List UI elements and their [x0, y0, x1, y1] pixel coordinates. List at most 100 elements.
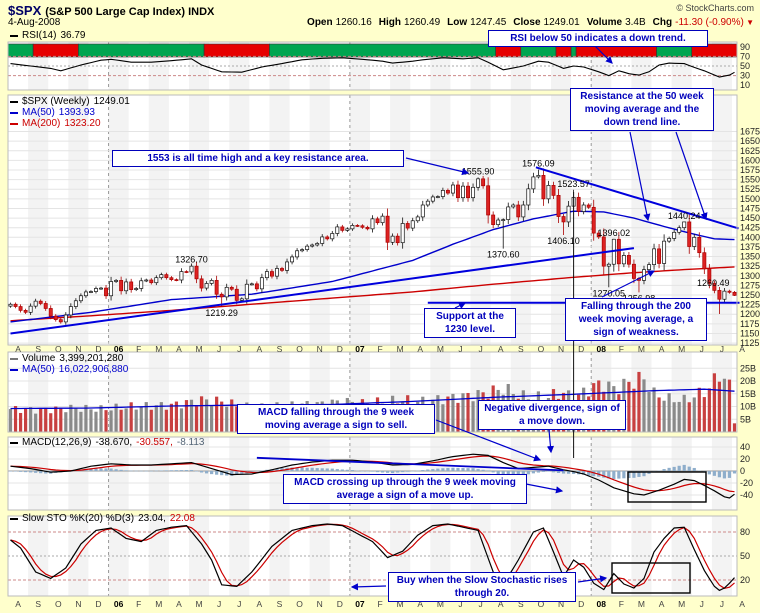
- stoch-legend: Slow STO %K(20) %D(3) 23.04, 22.08: [10, 514, 195, 524]
- svg-text:M: M: [397, 599, 404, 609]
- svg-text:D: D: [95, 344, 101, 354]
- ma50-label: MA(50): [22, 107, 55, 118]
- rsi-swatch-icon: [10, 35, 18, 37]
- svg-text:30: 30: [740, 71, 750, 81]
- macd-divergence-trendline: [256, 456, 564, 472]
- svg-text:A: A: [417, 599, 423, 609]
- svg-text:1450: 1450: [740, 213, 760, 223]
- price-swatch-icon: [10, 101, 18, 103]
- macd-swatch-icon: [10, 442, 18, 444]
- svg-text:D: D: [337, 344, 343, 354]
- svg-text:1555.90: 1555.90: [462, 166, 495, 176]
- svg-text:10: 10: [740, 80, 750, 90]
- svg-text:1475: 1475: [740, 203, 760, 213]
- macd-signal-value: -30.557,: [136, 437, 173, 448]
- macd-histogram: [8, 464, 737, 480]
- note-macd-buy: MACD crossing up through the 9 week movi…: [283, 474, 527, 504]
- volume-ma-line: [10, 388, 735, 410]
- month-axis-middle: A S O N D 06 F M A M J J A S O N D 07 F M A M J J A S O N D 08 F M A M J J A: [15, 344, 745, 354]
- svg-text:50: 50: [740, 551, 750, 561]
- svg-text:1219.29: 1219.29: [205, 308, 238, 318]
- volume-label: Volume: [22, 353, 56, 364]
- price-label: $SPX (Weekly): [22, 96, 90, 107]
- price-value: 1249.01: [93, 96, 130, 107]
- macd-hist-value: -8.113: [176, 437, 205, 448]
- quote-value-volume: 3.4B: [625, 17, 646, 28]
- svg-text:1375: 1375: [740, 242, 760, 252]
- quote-value-close: 1249.01: [543, 17, 580, 28]
- svg-text:M: M: [196, 344, 203, 354]
- svg-text:O: O: [296, 344, 303, 354]
- stoch-d-line: [10, 523, 735, 589]
- ticker-symbol: $SPX: [8, 3, 42, 18]
- copyright: © StockCharts.com: [676, 3, 754, 13]
- svg-text:A: A: [176, 599, 182, 609]
- svg-text:S: S: [35, 344, 41, 354]
- svg-text:1523.57: 1523.57: [557, 179, 590, 189]
- svg-text:D: D: [95, 599, 101, 609]
- svg-text:A: A: [498, 344, 504, 354]
- svg-text:70: 70: [740, 51, 750, 61]
- svg-text:S: S: [518, 344, 524, 354]
- svg-text:J: J: [478, 344, 482, 354]
- svg-text:20: 20: [740, 575, 750, 585]
- svg-text:07: 07: [355, 344, 365, 354]
- quote-value-open: 1260.16: [335, 17, 372, 28]
- svg-text:J: J: [217, 344, 221, 354]
- svg-text:1225: 1225: [740, 300, 760, 310]
- svg-text:1576.09: 1576.09: [522, 159, 555, 169]
- svg-text:M: M: [397, 344, 404, 354]
- svg-text:M: M: [196, 599, 203, 609]
- volume-ma-value: 16,022,906,880: [58, 364, 129, 375]
- svg-text:20: 20: [740, 454, 750, 464]
- rsi-panel-group: [8, 55, 737, 78]
- rsi-value: 36.79: [60, 30, 86, 41]
- ticker-name: (S&P 500 Large Cap Index) INDX: [45, 6, 215, 18]
- svg-text:08: 08: [597, 344, 607, 354]
- svg-text:O: O: [55, 344, 62, 354]
- svg-text:1175: 1175: [740, 319, 759, 329]
- stoch-k-line: [10, 523, 735, 592]
- price-legend: $SPX (Weekly) 1249.01: [10, 97, 130, 107]
- svg-text:S: S: [35, 599, 41, 609]
- ma50-value: 1393.93: [58, 107, 95, 118]
- svg-text:0: 0: [740, 466, 745, 476]
- svg-text:-20: -20: [740, 478, 753, 488]
- volume-ma-swatch-icon: [10, 369, 18, 371]
- svg-text:15B: 15B: [740, 389, 756, 399]
- stoch-d-value: 22.08: [169, 513, 195, 524]
- svg-text:J: J: [458, 344, 462, 354]
- stoch-label: Slow STO %K(20) %D(3): [22, 513, 135, 524]
- rsi-legend: RSI(14) 36.79: [10, 31, 85, 41]
- quote-label-volume: Volume: [586, 17, 623, 28]
- month-axis-bottom: A S O N D 06 F M A M J J A S O N D 07 F M A M J J A S O N D 08 F M A M J J A: [15, 599, 745, 609]
- quote-label-open: Open: [307, 17, 333, 28]
- svg-text:08: 08: [597, 599, 607, 609]
- svg-text:1500: 1500: [740, 194, 760, 204]
- ma50-legend: MA(50) 1393.93: [10, 108, 95, 118]
- svg-text:S: S: [277, 344, 283, 354]
- svg-text:J: J: [700, 599, 704, 609]
- svg-text:F: F: [377, 344, 382, 354]
- change-down-arrow-icon: ▼: [743, 18, 754, 27]
- svg-text:1275: 1275: [740, 280, 760, 290]
- svg-text:1300: 1300: [740, 271, 760, 281]
- quote-label-close: Close: [513, 17, 541, 28]
- svg-text:J: J: [478, 599, 482, 609]
- svg-text:A: A: [739, 344, 745, 354]
- ma200-label: MA(200): [22, 118, 61, 129]
- svg-text:06: 06: [114, 344, 124, 354]
- svg-text:A: A: [659, 599, 665, 609]
- svg-text:A: A: [257, 344, 263, 354]
- svg-text:F: F: [619, 599, 624, 609]
- svg-text:1625: 1625: [740, 146, 760, 156]
- svg-text:N: N: [317, 599, 323, 609]
- svg-text:J: J: [720, 344, 724, 354]
- svg-text:D: D: [337, 599, 343, 609]
- quote-value-low: 1247.45: [470, 17, 507, 28]
- note-support: Support at the 1230 level.: [424, 308, 516, 338]
- svg-text:A: A: [417, 344, 423, 354]
- svg-text:1260.49: 1260.49: [697, 278, 730, 288]
- ma200-value: 1323.20: [64, 118, 101, 129]
